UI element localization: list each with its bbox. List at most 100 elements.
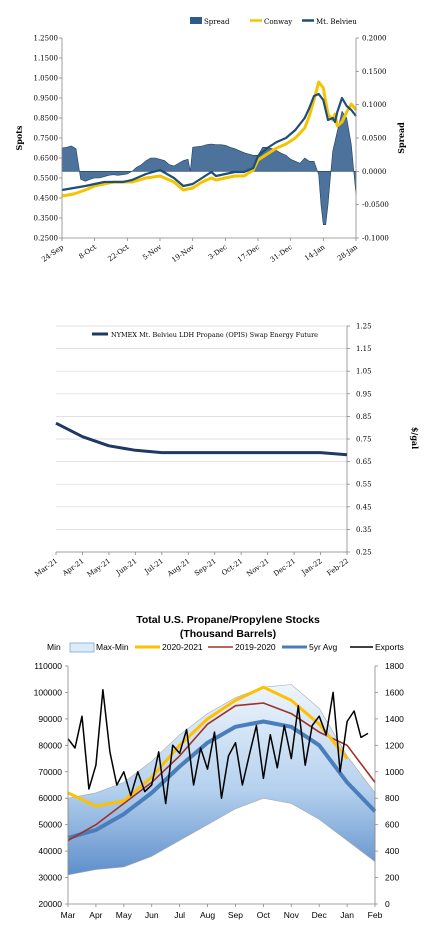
- x-tick-label: 5-Nov: [141, 243, 163, 262]
- y-tick-label: 110000: [34, 661, 62, 671]
- y2-tick-label: 400: [385, 846, 399, 856]
- y-tick-label: 60000: [38, 793, 62, 803]
- y-tick-label: 0.35: [356, 526, 372, 534]
- chart3-subtitle: (Thousand Barrels): [180, 628, 276, 640]
- x-tick-label: Sep: [228, 910, 243, 920]
- x-tick-label: 14-Jan: [303, 243, 327, 263]
- x-tick-label: 31-Dec: [269, 243, 294, 264]
- y-axis-title-spots: Spots: [14, 125, 24, 150]
- y-tick-label: 0.3500: [34, 215, 59, 223]
- x-tick-label: Aug-21: [165, 557, 191, 579]
- x-tick-label: Dec: [312, 910, 328, 920]
- y2-tick-label: 0: [385, 899, 390, 909]
- y-tick-label: 1.15: [356, 345, 372, 353]
- chart2-legend: NYMEX Mt. Belvieu LDH Propane (OPIS) Swa…: [92, 331, 318, 339]
- x-tick-label: Mar-21: [33, 557, 59, 578]
- x-tick-label: Apr-21: [60, 557, 85, 578]
- spread-area-layer: [61, 110, 357, 225]
- swap-line-layer: [55, 421, 348, 457]
- exports-line: [67, 689, 369, 805]
- nymex-swap-line: [55, 421, 348, 457]
- y2-tick-label: 1600: [385, 687, 404, 697]
- x-tick-label: Jan-22: [300, 557, 324, 577]
- legend-maxmin-swatch: [69, 642, 95, 653]
- y2-tick-label: 200: [385, 873, 399, 883]
- y-tick-label: 0.75: [356, 436, 372, 444]
- stocks-2020-2021-line: [67, 685, 349, 808]
- x-tick-label: Sep-21: [193, 557, 218, 578]
- legend-2019-label: 2019-2020: [235, 642, 276, 652]
- x-tick-label: Jul: [174, 910, 185, 920]
- legend-spread-label: Spread: [204, 18, 230, 26]
- y2-tick-label: 1800: [385, 661, 404, 671]
- x-tick-label: Apr: [89, 910, 102, 920]
- price-lines-layer: [61, 80, 358, 198]
- y-tick-label: 0.4500: [34, 195, 59, 203]
- y2-tick-label: 0.1000: [362, 101, 387, 109]
- stocks-2019-2020-line: [67, 702, 376, 842]
- y-tick-label: 0.95: [356, 390, 372, 398]
- x-tick-label: Oct: [257, 910, 271, 920]
- y2-tick-label: 600: [385, 820, 399, 830]
- x-tick-label: Oct-21: [220, 557, 244, 577]
- y-tick-label: 80000: [38, 740, 62, 750]
- legend-avg-label: 5yr Avg: [309, 642, 337, 652]
- legend-nymex-label: NYMEX Mt. Belvieu LDH Propane (OPIS) Swa…: [111, 331, 318, 339]
- max-min-band: [67, 684, 376, 876]
- y2-axis-title-spread: Spread: [396, 122, 406, 154]
- y-tick-label: 1.2500: [34, 35, 59, 43]
- propane-stocks-chart: Total U.S. Propane/Propylene Stocks (Tho…: [34, 614, 405, 920]
- y2-tick-label: -0.0500: [362, 201, 389, 209]
- chart1-legend: Spread Conway Mt. Belvieu: [190, 17, 357, 26]
- x-tick-label: Jul-21: [142, 557, 164, 576]
- x-tick-label: Jun-21: [114, 557, 138, 577]
- y2-tick-label: 0.0000: [362, 168, 387, 176]
- x-tick-label: Dec-21: [272, 557, 297, 578]
- x-tick-label: Jan: [340, 910, 354, 920]
- chart3-legend: Min Max-Min 2020-2021 2019-2020 5yr Avg …: [47, 642, 404, 653]
- x-tick-label: 24-Sep: [40, 243, 65, 264]
- y-tick-label: 100000: [34, 687, 63, 697]
- y-tick-label: 0.85: [356, 413, 372, 421]
- x-tick-label: Feb-22: [326, 557, 351, 578]
- x-tick-label: Nov: [284, 910, 300, 920]
- spread-area: [61, 110, 357, 225]
- x-tick-label: 22-Oct: [106, 243, 130, 263]
- y-tick-label: 50000: [38, 820, 62, 830]
- y-tick-label: 0.7500: [34, 135, 59, 143]
- x-tick-label: Jun: [145, 910, 159, 920]
- legend-belvieu-label: Mt. Belvieu: [316, 18, 357, 26]
- x-tick-label: 8-Oct: [77, 243, 98, 261]
- y2-tick-label: 1000: [385, 767, 404, 777]
- x-tick-label: Feb: [368, 910, 383, 920]
- five-year-avg-line: [67, 719, 377, 840]
- y2-tick-label: -0.1000: [362, 235, 389, 243]
- legend-conway-label: Conway: [264, 18, 292, 26]
- y-tick-label: 0.8500: [34, 115, 59, 123]
- y-tick-label: 40000: [38, 846, 62, 856]
- x-tick-label: 3-Dec: [207, 243, 228, 261]
- y-tick-label: 1.05: [356, 368, 372, 376]
- y-tick-label: 0.25: [356, 549, 372, 557]
- x-tick-label: 28-Jan: [336, 243, 360, 263]
- legend-exports-label: Exports: [375, 642, 404, 652]
- x-tick-label: 17-Dec: [236, 243, 261, 264]
- y2-tick-label: 1400: [385, 714, 404, 724]
- y2-tick-label: 0.0500: [362, 135, 387, 143]
- y2-tick-label: 1200: [385, 740, 404, 750]
- legend-spread-swatch: [190, 17, 202, 24]
- legend-2020-label: 2020-2021: [162, 642, 203, 652]
- y-tick-label: 1.1500: [34, 55, 59, 63]
- y-tick-label: 0.9500: [34, 95, 59, 103]
- x-tick-label: Mar: [61, 910, 76, 920]
- y-tick-label: 1.25: [356, 323, 372, 331]
- x-tick-label: Nov-21: [245, 557, 271, 578]
- y-tick-label: 0.5500: [34, 175, 59, 183]
- axes-layer: 1.25 1.15 1.05 0.95 0.85 0.75 0.65 0.55 0.45 0.35…: [33, 323, 371, 579]
- y-tick-label: 0.55: [356, 481, 372, 489]
- y-tick-label: 0.6500: [34, 155, 59, 163]
- y2-tick-label: 800: [385, 793, 399, 803]
- axes-layer: 110000 100000 90000 80000 70000 60000 50000 400…: [34, 661, 405, 920]
- legend-maxmin-label: Max-Min: [96, 642, 129, 652]
- legend-min-label: Min: [47, 642, 61, 652]
